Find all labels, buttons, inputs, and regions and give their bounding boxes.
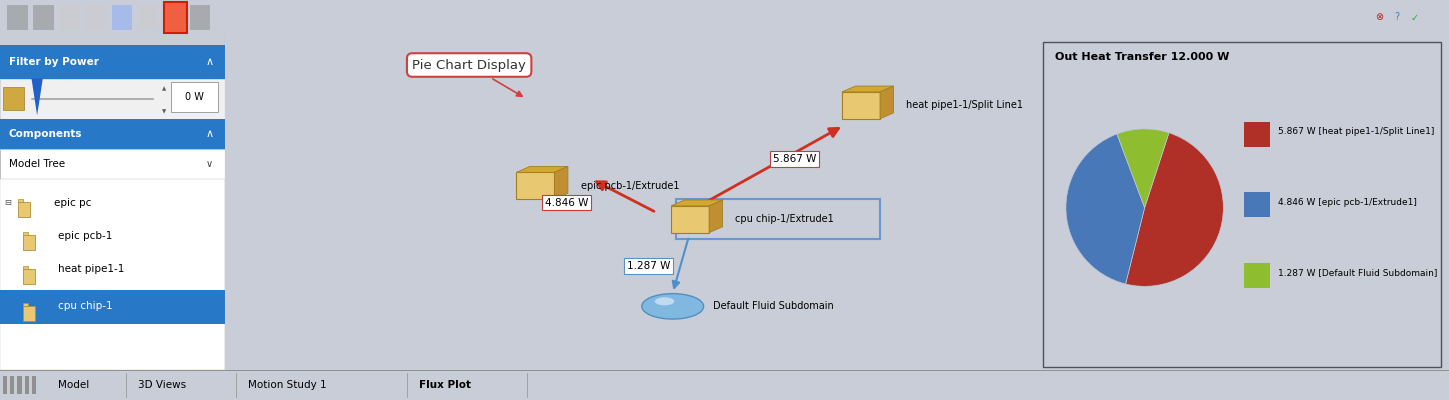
Circle shape	[642, 294, 704, 319]
Polygon shape	[709, 200, 723, 233]
FancyBboxPatch shape	[10, 376, 14, 394]
FancyBboxPatch shape	[23, 266, 28, 269]
Circle shape	[655, 297, 674, 305]
Text: ▲: ▲	[162, 86, 167, 91]
FancyBboxPatch shape	[23, 235, 35, 250]
Text: 1.287 W: 1.287 W	[626, 261, 669, 271]
FancyBboxPatch shape	[33, 5, 54, 30]
Text: epic pcb-1/Extrude1: epic pcb-1/Extrude1	[581, 181, 680, 191]
Text: cpu chip-1: cpu chip-1	[58, 301, 113, 311]
Text: ✓: ✓	[1410, 12, 1419, 22]
Text: heat pipe1-1: heat pipe1-1	[58, 264, 125, 274]
FancyBboxPatch shape	[171, 82, 219, 112]
Text: Motion Study 1: Motion Study 1	[248, 380, 326, 390]
FancyBboxPatch shape	[164, 2, 187, 33]
Text: 4.846 W [epic pcb-1/Extrude1]: 4.846 W [epic pcb-1/Extrude1]	[1278, 198, 1417, 207]
Polygon shape	[880, 86, 894, 119]
Text: ∧: ∧	[206, 129, 213, 139]
Text: epic pc: epic pc	[54, 198, 91, 208]
Polygon shape	[32, 78, 43, 115]
Text: 0 W: 0 W	[185, 92, 204, 102]
FancyBboxPatch shape	[190, 5, 210, 30]
FancyBboxPatch shape	[3, 376, 7, 394]
Polygon shape	[842, 86, 894, 92]
Text: heat pipe1-1/Split Line1: heat pipe1-1/Split Line1	[906, 100, 1023, 110]
FancyBboxPatch shape	[842, 92, 880, 119]
Text: ?: ?	[1394, 12, 1400, 22]
FancyBboxPatch shape	[1245, 263, 1271, 288]
FancyBboxPatch shape	[17, 199, 23, 202]
FancyBboxPatch shape	[0, 119, 225, 149]
Wedge shape	[1066, 134, 1145, 284]
FancyBboxPatch shape	[0, 179, 225, 370]
FancyBboxPatch shape	[7, 5, 28, 30]
Polygon shape	[516, 166, 568, 172]
FancyBboxPatch shape	[1245, 192, 1271, 218]
Text: ▼: ▼	[162, 110, 167, 114]
FancyBboxPatch shape	[112, 5, 132, 30]
FancyBboxPatch shape	[32, 376, 36, 394]
Text: Flux Plot: Flux Plot	[419, 380, 471, 390]
Text: 5.867 W [heat pipe1-1/Split Line1]: 5.867 W [heat pipe1-1/Split Line1]	[1278, 128, 1435, 136]
Text: 5.867 W: 5.867 W	[774, 154, 816, 164]
FancyBboxPatch shape	[23, 306, 35, 320]
Text: Components: Components	[9, 129, 83, 139]
Text: Filter by Power: Filter by Power	[9, 57, 99, 67]
FancyBboxPatch shape	[59, 5, 80, 30]
FancyBboxPatch shape	[138, 5, 158, 30]
Text: Default Fluid Subdomain: Default Fluid Subdomain	[713, 301, 835, 311]
FancyBboxPatch shape	[671, 206, 709, 233]
Text: 4.846 W: 4.846 W	[545, 198, 588, 208]
FancyBboxPatch shape	[25, 376, 29, 394]
Text: ∨: ∨	[206, 159, 213, 169]
Text: Out Heat Transfer 12.000 W: Out Heat Transfer 12.000 W	[1055, 52, 1230, 62]
Text: 3D Views: 3D Views	[138, 380, 185, 390]
FancyBboxPatch shape	[85, 5, 106, 30]
Text: Pie Chart Display: Pie Chart Display	[412, 58, 526, 96]
Text: 1.287 W [Default Fluid Subdomain]: 1.287 W [Default Fluid Subdomain]	[1278, 268, 1437, 277]
FancyBboxPatch shape	[17, 202, 30, 217]
FancyBboxPatch shape	[23, 303, 28, 306]
Polygon shape	[555, 166, 568, 199]
FancyBboxPatch shape	[164, 5, 184, 30]
FancyBboxPatch shape	[516, 172, 555, 199]
Wedge shape	[1126, 133, 1223, 286]
Text: ∧: ∧	[206, 57, 213, 67]
FancyBboxPatch shape	[23, 232, 28, 235]
Text: ⊗: ⊗	[1375, 12, 1384, 22]
FancyBboxPatch shape	[17, 376, 22, 394]
FancyBboxPatch shape	[0, 290, 225, 324]
Text: Model Tree: Model Tree	[9, 159, 65, 169]
FancyBboxPatch shape	[0, 78, 225, 119]
Wedge shape	[1117, 129, 1169, 208]
FancyBboxPatch shape	[0, 149, 225, 179]
Text: epic pcb-1: epic pcb-1	[58, 231, 113, 241]
Text: cpu chip-1/Extrude1: cpu chip-1/Extrude1	[735, 214, 835, 224]
FancyBboxPatch shape	[23, 269, 35, 284]
FancyBboxPatch shape	[0, 45, 225, 78]
Polygon shape	[671, 200, 723, 206]
FancyBboxPatch shape	[1245, 122, 1271, 147]
Text: Model: Model	[58, 380, 90, 390]
Text: ⊟: ⊟	[4, 198, 12, 207]
FancyBboxPatch shape	[3, 87, 23, 110]
